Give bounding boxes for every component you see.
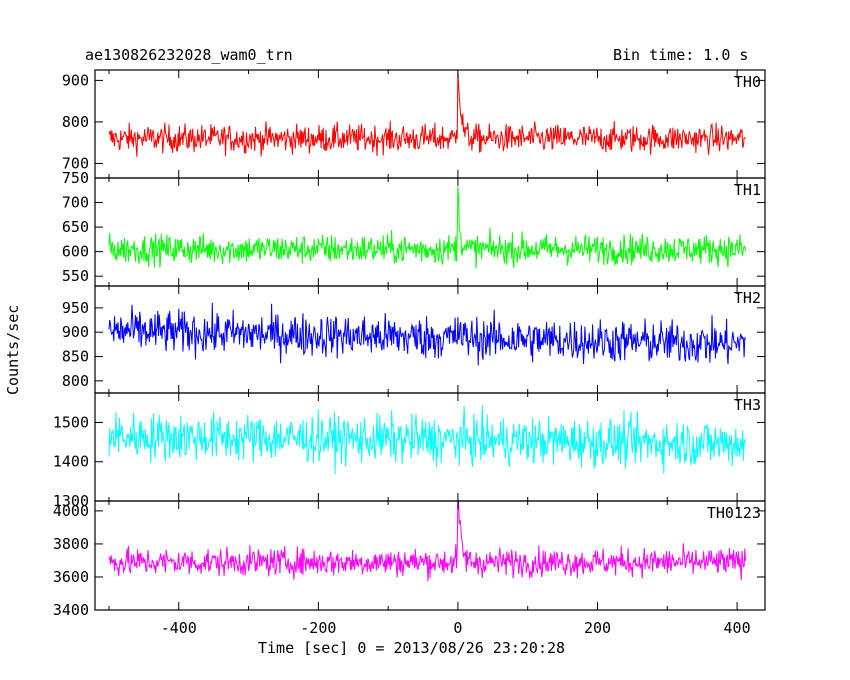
panel-label-th0: TH0 [734,73,761,91]
x-tick-label: 400 [724,619,751,637]
y-tick-label: 800 [62,113,89,131]
y-tick-label: 750 [62,169,89,187]
y-tick-label: 3400 [53,601,89,619]
y-axis-label: Counts/sec [4,304,22,395]
y-tick-label: 950 [62,299,89,317]
x-tick-label: -200 [300,619,336,637]
panel-frame-th0 [94,69,766,179]
x-tick-label: 0 [453,619,462,637]
chart-title: ae130826232028_wam0_trn [85,46,293,64]
y-tick-label: 650 [62,218,89,236]
series-th0 [108,70,746,157]
panel-label-th0123: TH0123 [707,504,761,522]
y-tick-label: 900 [62,71,89,89]
y-tick-label: 800 [62,372,89,390]
panel-label-th1: TH1 [734,181,761,199]
y-tick-label: 1500 [53,413,89,431]
x-tick-label: 200 [584,619,611,637]
y-tick-label: 3600 [53,568,89,586]
series-th3 [108,405,746,475]
y-tick-label: 700 [62,194,89,212]
y-tick-label: 700 [62,154,89,172]
y-tick-label: 600 [62,243,89,261]
panel-frame-th0123 [94,500,766,611]
y-tick-label: 850 [62,348,89,366]
y-tick-label: 1300 [53,492,89,510]
panel-label-th2: TH2 [734,289,761,307]
bin-time-label: Bin time: 1.0 s [613,46,749,64]
x-axis-label: Time [sec] 0 = 2013/08/26 23:20:28 [258,639,566,657]
y-tick-label: 1400 [53,453,89,471]
panel-frame-th1 [94,177,766,287]
y-tick-label: 3800 [53,535,89,553]
series-th2 [108,302,746,366]
y-tick-label: 550 [62,267,89,285]
x-tick-label: -400 [161,619,197,637]
y-tick-label: 4000 [53,502,89,520]
series-th1 [108,186,746,269]
y-tick-label: 900 [62,323,89,341]
panel-label-th3: TH3 [734,396,761,414]
series-th0123 [108,501,746,582]
